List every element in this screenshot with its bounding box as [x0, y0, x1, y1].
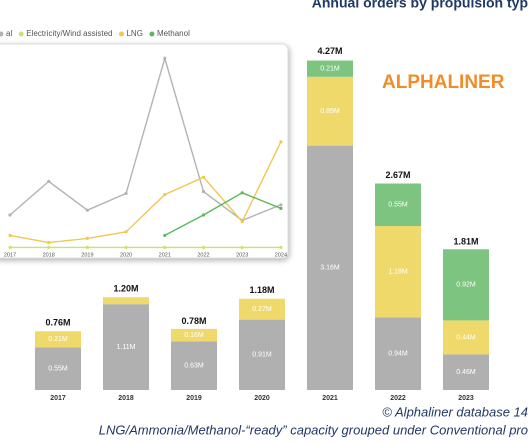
line-point [279, 245, 283, 249]
line-point [279, 203, 283, 207]
bar-segment [307, 76, 353, 146]
segment-label: 1.11M [117, 344, 136, 351]
bar-segment [375, 226, 421, 318]
line-point [124, 245, 128, 249]
segment-label: 0.55M [388, 202, 408, 209]
segment-label: 0.16M [184, 332, 204, 339]
x-tick-label: 2023 [458, 395, 474, 402]
segment-label: 0.92M [456, 282, 476, 289]
segment-label: 0.91M [252, 352, 272, 359]
line-point [163, 233, 167, 237]
line-point [8, 233, 12, 237]
bar-segment [171, 341, 217, 390]
line-point [201, 175, 206, 179]
bar-segment [307, 145, 353, 390]
legend-label: al [6, 29, 12, 38]
x-tick-label: 2018 [43, 252, 55, 258]
segment-label: 0.46M [456, 369, 476, 376]
bar-segment [307, 60, 353, 77]
x-tick-label: 2022 [197, 252, 209, 258]
line-point [85, 236, 89, 240]
total-label: 1.18M [249, 285, 274, 295]
x-tick-label: 2019 [81, 252, 93, 258]
x-tick-label: 2023 [236, 252, 248, 258]
legend-dot [118, 31, 124, 37]
bar-segment [35, 347, 81, 390]
line-point [279, 140, 283, 144]
line-point [47, 179, 51, 183]
bar-segment [239, 319, 285, 390]
x-tick-label: 2020 [120, 252, 132, 258]
line-point [279, 206, 283, 210]
legend-dot [149, 31, 155, 37]
segment-label: 0.55M [48, 366, 68, 373]
line-series [164, 192, 282, 237]
segment-label: 1.18M [388, 269, 408, 276]
line-series [9, 141, 282, 244]
segment-label: 0.94M [388, 350, 408, 357]
line-point [240, 191, 244, 195]
bar-segment [35, 331, 81, 348]
line-point [8, 245, 12, 249]
line-point [85, 245, 89, 249]
bar-segment [443, 354, 489, 390]
x-tick-label: 2021 [322, 395, 338, 402]
line-point [240, 220, 244, 224]
total-label: 2.67M [385, 170, 410, 180]
line-point [163, 56, 167, 61]
segment-label: 3.16M [320, 265, 340, 272]
total-label: 0.76M [45, 318, 70, 328]
bar-segment [171, 328, 217, 342]
segment-label: 0.89M [320, 108, 340, 115]
bar-segment [239, 298, 285, 320]
segment-label: 0.27M [252, 306, 272, 313]
line-point [163, 193, 167, 197]
bar-segment [103, 297, 149, 305]
line-point [85, 208, 89, 212]
bar-segment [103, 304, 149, 390]
x-tick-label: 2017 [50, 395, 66, 402]
logo: ALPHALINER [382, 72, 505, 93]
line-point [124, 191, 128, 195]
legend-label: LNG [126, 29, 142, 38]
x-tick-label: 2021 [159, 252, 171, 258]
footer-source: © Alphaliner database 14 [382, 404, 528, 419]
bar-segment [443, 249, 489, 321]
segment-label: 0.21M [320, 66, 340, 73]
line-series [9, 55, 282, 222]
line-point [240, 245, 244, 249]
segment-label: 0.44M [456, 334, 476, 341]
bar-segment [375, 183, 421, 227]
line-point [47, 241, 51, 245]
line-point [163, 245, 167, 249]
line-point [8, 213, 12, 217]
legend-label: Methanol [157, 29, 190, 38]
line-point [124, 230, 128, 234]
total-label: 1.20M [113, 284, 138, 294]
line-point [201, 190, 206, 194]
total-label: 0.78M [181, 316, 206, 326]
x-tick-label: 2024 [275, 252, 287, 258]
bar-segment [375, 317, 421, 390]
line-point [201, 245, 206, 249]
legend-dot [0, 31, 4, 37]
total-label: 1.81M [453, 236, 478, 246]
x-tick-label: 2020 [254, 395, 270, 402]
legend-dot [18, 31, 24, 37]
inset-panel [0, 43, 289, 259]
legend-label: Electricity/Wind assisted [26, 29, 112, 38]
bar-segment [443, 320, 489, 355]
footer-note: LNG/Ammonia/Methanol-“ready” capacity gr… [99, 422, 528, 437]
segment-label: 0.21M [48, 336, 68, 343]
line-point [201, 213, 206, 217]
total-label: 4.27M [317, 46, 342, 56]
x-tick-label: 2019 [186, 395, 202, 402]
segment-label: 0.63M [184, 362, 204, 369]
x-tick-label: 2018 [118, 395, 134, 402]
line-point [47, 245, 51, 249]
title: Annual orders by propulsion typ [312, 0, 528, 11]
x-tick-label: 2017 [4, 252, 16, 258]
x-tick-label: 2022 [390, 395, 406, 402]
